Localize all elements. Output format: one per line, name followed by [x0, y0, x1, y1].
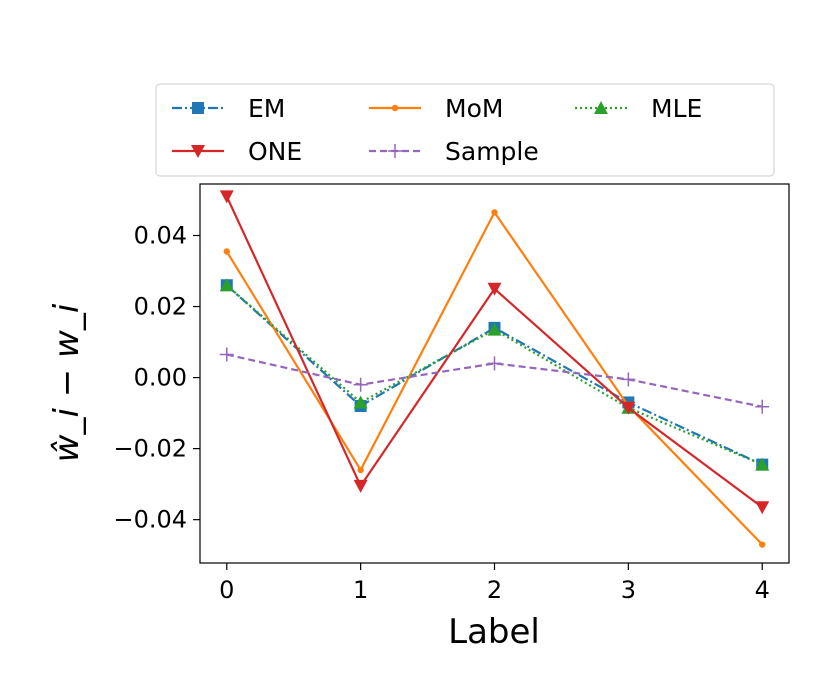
data-point-one: [353, 479, 368, 493]
series-line-em: [226, 284, 763, 466]
x-tick-label: 3: [621, 576, 636, 604]
legend-marker-em: [192, 102, 204, 114]
x-tick-label: 4: [755, 576, 770, 604]
series-sample: [219, 347, 770, 414]
data-point-one: [621, 401, 636, 415]
legend-marker-mom: [391, 104, 399, 112]
plot-frame: [199, 183, 790, 564]
legend-frame: [155, 83, 775, 177]
y-tick-label: −0.04: [113, 506, 187, 534]
x-tick-label: 2: [487, 576, 502, 604]
legend-label-mom: MoM: [445, 94, 503, 123]
legend-item-em: EM: [172, 94, 285, 123]
data-point-mle: [487, 322, 502, 336]
series-line-mom: [225, 210, 764, 546]
data-point-mom: [759, 541, 766, 548]
legend-item-sample: Sample: [369, 137, 539, 166]
series-one: [219, 190, 770, 515]
data-point-mom: [223, 248, 230, 255]
legend-marker-sample: [388, 144, 402, 158]
data-point-one: [755, 501, 770, 515]
legend-item-mom: MoM: [369, 94, 503, 123]
legend-label-mle: MLE: [651, 94, 702, 123]
legend-label-one: ONE: [248, 137, 302, 166]
legend-label-sample: Sample: [445, 137, 539, 166]
data-point-mle: [755, 457, 770, 471]
series-line-sample: [226, 353, 763, 408]
x-tick-label: 0: [219, 576, 234, 604]
y-tick-label: −0.02: [113, 435, 187, 463]
data-point-sample: [487, 356, 502, 371]
y-tick-label: 0.04: [134, 222, 187, 250]
legend: EM MoM MLE ONE Sample: [155, 83, 775, 177]
legend-marker-mle: [594, 101, 608, 114]
y-tick-label: 0.00: [134, 364, 187, 392]
data-point-sample: [755, 399, 770, 414]
legend-marker-one: [191, 145, 205, 158]
data-point-one: [219, 190, 234, 204]
axis-layer: 0 1 2 3 4 −0.04 −0.02 0.00 0.02 0.04: [113, 222, 769, 604]
x-tick-label: 1: [353, 576, 368, 604]
series-line-mle: [226, 284, 763, 466]
legend-item-one: ONE: [172, 137, 302, 166]
data-point-mom: [491, 209, 498, 216]
data-point-mle: [353, 395, 368, 409]
series-mom: [223, 209, 766, 548]
x-axis-label: Label: [448, 612, 540, 652]
data-point-sample: [219, 347, 234, 362]
series-layer: [219, 190, 770, 548]
y-tick-label: 0.02: [134, 293, 187, 321]
data-point-one: [487, 282, 502, 296]
legend-item-mle: MLE: [575, 94, 702, 123]
data-point-sample: [621, 372, 636, 387]
legend-label-em: EM: [248, 94, 285, 123]
data-point-mom: [357, 466, 364, 474]
data-point-mle: [219, 278, 234, 292]
data-point-sample: [353, 377, 368, 392]
y-axis-label: ŵ_i − w_i: [47, 303, 87, 462]
